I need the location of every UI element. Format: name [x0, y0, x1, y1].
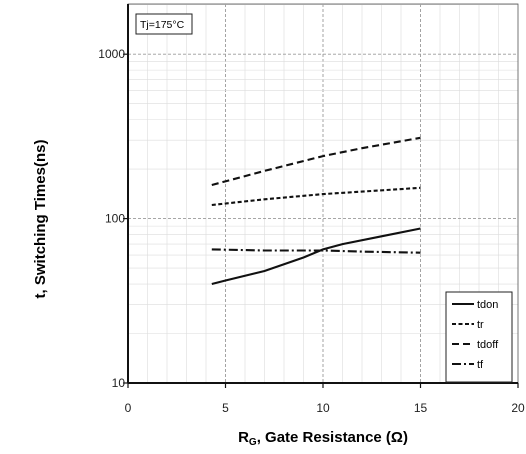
x-tick-label: 20 [511, 401, 525, 415]
x-tick-label: 5 [222, 401, 229, 415]
annotation-text: Tj=175°C [140, 19, 185, 31]
legend-label-tdon: tdon [477, 299, 498, 311]
series-line-tdoff [211, 136, 421, 187]
series-line-tr [211, 186, 421, 207]
x-tick-label: 15 [414, 401, 428, 415]
grid [128, 4, 518, 383]
x-axis-title: RG, Gate Resistance (Ω) [238, 429, 408, 448]
legend-label-tf: tf [477, 359, 484, 371]
series-group [211, 136, 421, 286]
tick-labels: 0 5 10 15 20 10 100 1000 [98, 47, 525, 415]
legend-label-tr: tr [477, 319, 484, 331]
axes [123, 4, 519, 388]
x-tick-label: 0 [125, 401, 132, 415]
series-line-tf [211, 248, 421, 254]
legend: tdon tr tdoff tf [445, 291, 513, 383]
legend-label-tdoff: tdoff [477, 339, 499, 351]
y-axis-title: t, Switching Times(ns) [32, 140, 49, 299]
x-tick-label: 10 [316, 401, 330, 415]
y-tick-label: 10 [112, 376, 126, 390]
y-tick-label: 1000 [98, 47, 125, 61]
y-tick-label: 100 [105, 212, 125, 226]
series-line-tdon [211, 227, 421, 286]
temperature-annotation: Tj=175°C [135, 13, 193, 35]
